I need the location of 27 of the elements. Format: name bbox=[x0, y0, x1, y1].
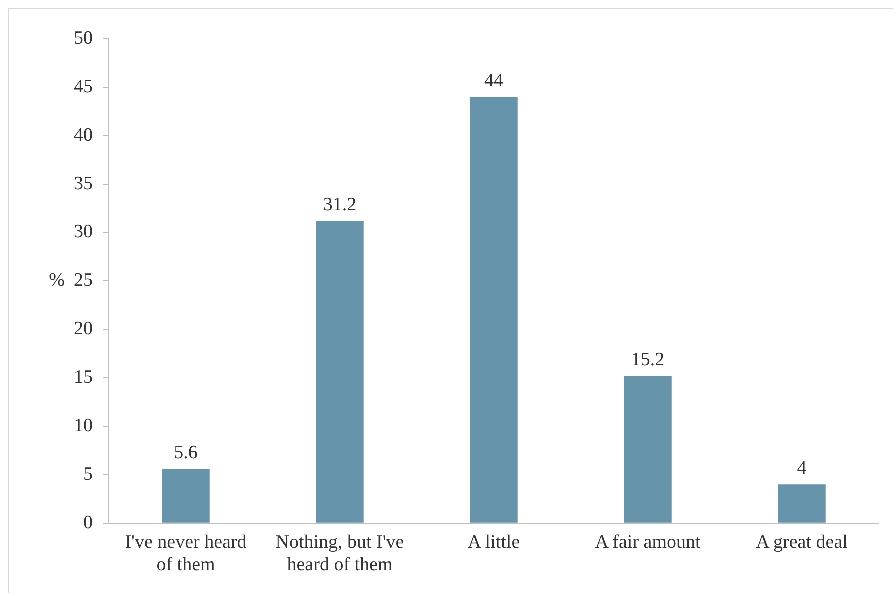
y-tick-label: 40 bbox=[74, 124, 93, 146]
bar bbox=[624, 376, 672, 523]
y-tick-label: 30 bbox=[74, 222, 93, 243]
y-tick-label: 35 bbox=[74, 173, 93, 194]
x-tick-label: A fair amount bbox=[595, 532, 702, 553]
x-tick-label: Nothing, but I've heard of them bbox=[276, 532, 404, 576]
y-axis-title: % bbox=[49, 270, 66, 292]
y-tick-label: 50 bbox=[74, 28, 93, 49]
x-tick-label: A little bbox=[468, 532, 520, 553]
y-tick-label: 10 bbox=[74, 416, 93, 437]
data-label: 4 bbox=[797, 458, 808, 480]
bar bbox=[316, 221, 364, 523]
y-tick-label: 15 bbox=[74, 367, 93, 388]
x-tick-label: A great deal bbox=[756, 532, 848, 553]
bar bbox=[778, 484, 826, 523]
data-label: 15.2 bbox=[631, 350, 665, 371]
data-label: 5.6 bbox=[174, 442, 198, 464]
bar bbox=[470, 97, 518, 523]
x-tick-label: I've never heard of them bbox=[125, 532, 248, 576]
y-tick-label: 25 bbox=[74, 270, 93, 292]
y-tick-label: 20 bbox=[74, 318, 93, 340]
data-label: 44 bbox=[484, 70, 504, 92]
y-tick-label: 0 bbox=[84, 512, 93, 534]
y-tick-label: 45 bbox=[74, 76, 93, 98]
y-tick-label: 5 bbox=[84, 464, 93, 485]
data-label: 31.2 bbox=[323, 194, 357, 216]
bar bbox=[162, 469, 210, 523]
